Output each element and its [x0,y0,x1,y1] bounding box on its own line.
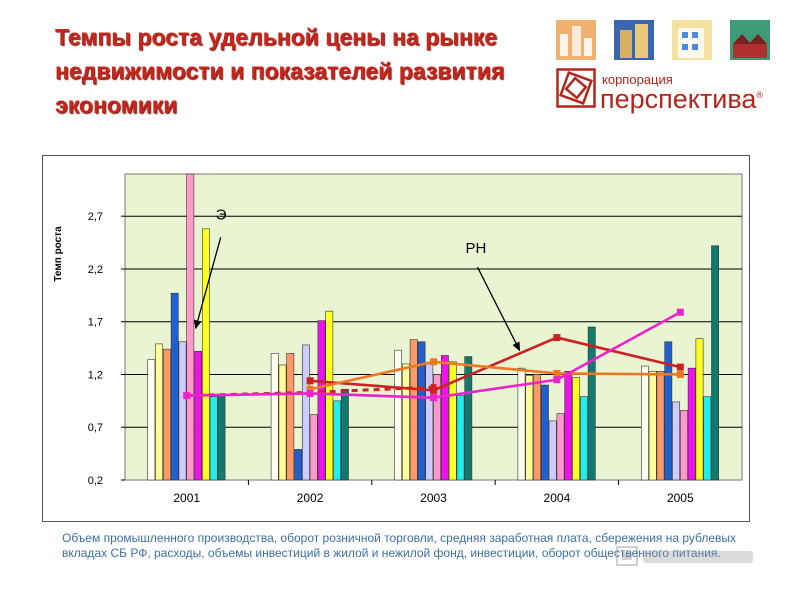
bar [409,339,418,481]
annotation-arrow [194,237,222,330]
bar [656,371,665,481]
x-tick-label: 2005 [667,491,694,505]
bar [270,353,279,481]
chart-caption: Объем промышленного производства, оборот… [62,531,737,560]
page-title-line-2: недвижимости и показателей развития [55,58,505,84]
bar [194,350,202,481]
bar [209,396,218,481]
bar [456,395,465,481]
bar [556,413,565,481]
bar [648,371,657,481]
city-tile-icon [556,20,596,60]
series-marker [676,370,684,378]
page-title: Темпы роста удельной цены на рынке недви… [55,20,535,122]
bar [340,388,349,481]
bar [679,410,688,481]
annotation-e: Э [216,206,227,223]
bar [640,365,649,481]
logo-word-big-text: перспектива [600,84,757,114]
bar [317,320,326,481]
bar [163,348,171,481]
x-tick-label: 2004 [544,491,571,505]
series-marker [430,386,437,394]
bar [294,449,302,481]
bar [147,359,156,481]
watermark-logo-icon [616,546,753,566]
bar [548,420,557,481]
bar [333,400,341,481]
bar [325,310,334,481]
series-marker [306,377,314,385]
bar [587,326,596,481]
series-marker [430,394,437,402]
bar [170,292,179,481]
bar [178,341,187,481]
perspektiva-mark-icon [556,68,596,108]
bar [394,349,402,481]
tower-tile-icon [614,20,654,60]
series-marker [183,392,191,400]
bar [572,377,580,481]
bar [155,343,163,481]
bar [517,367,526,481]
bar [703,396,712,481]
bar [278,364,287,481]
bar [672,401,680,481]
bar [540,384,549,481]
bar [579,396,588,481]
x-tick-label: 2003 [420,491,447,505]
bar [217,395,226,481]
bar [425,363,434,481]
y-tick-label: 2,7 [88,211,103,223]
y-tick-label: 1,2 [88,369,103,381]
y-tick-label: 1,7 [88,317,103,329]
x-tick-label: 2001 [173,491,200,505]
y-axis-label: Темп роста [53,226,64,282]
company-logo: корпорация перспектива® [556,20,771,120]
bar [433,374,441,481]
annotation-arrow [476,266,521,352]
series-marker [430,358,437,366]
bar [440,355,449,481]
logo-word-big: перспектива® [600,84,763,115]
bar [417,341,426,481]
series-marker [676,363,684,371]
bar [687,367,696,481]
bar [664,341,673,481]
y-tick-label: 0,2 [88,475,103,487]
bar [301,344,310,481]
registered-mark: ® [756,90,764,100]
y-tick-label: 2,2 [88,264,103,276]
bar [286,353,295,481]
bar [186,173,195,481]
bar [525,375,534,481]
series-line [310,336,681,392]
bar [448,361,457,481]
y-tick-label: 0,7 [88,422,103,434]
logo-word-small: корпорация [602,72,673,87]
annotation-rn: РН [466,240,487,257]
page-title-line-1: Темпы роста удельной цены на рынке [55,24,498,50]
bar [564,371,573,481]
bar [533,374,541,481]
bar [401,363,410,481]
bar [711,245,719,481]
bar [309,414,318,481]
series-marker [306,389,314,397]
series-marker [553,369,561,377]
building-tile-icon [672,20,712,60]
series-marker [553,376,561,384]
page-title-line-3: экономики [55,92,178,118]
series-line [309,360,681,391]
chart-frame: Темп роста 0,2 0,7 1,2 1,7 2,2 2,7 2001 2002 200… [42,155,750,522]
series-marker [676,308,684,316]
bar [464,356,473,481]
bar [202,228,210,481]
houses-tile-icon [730,20,770,60]
growth-chart: Темп роста 0,2 0,7 1,2 1,7 2,2 2,7 2001 2002 200… [53,173,743,505]
x-tick-label: 2002 [297,491,324,505]
bar [695,338,704,481]
series-marker [306,385,314,393]
series-marker [553,334,561,342]
